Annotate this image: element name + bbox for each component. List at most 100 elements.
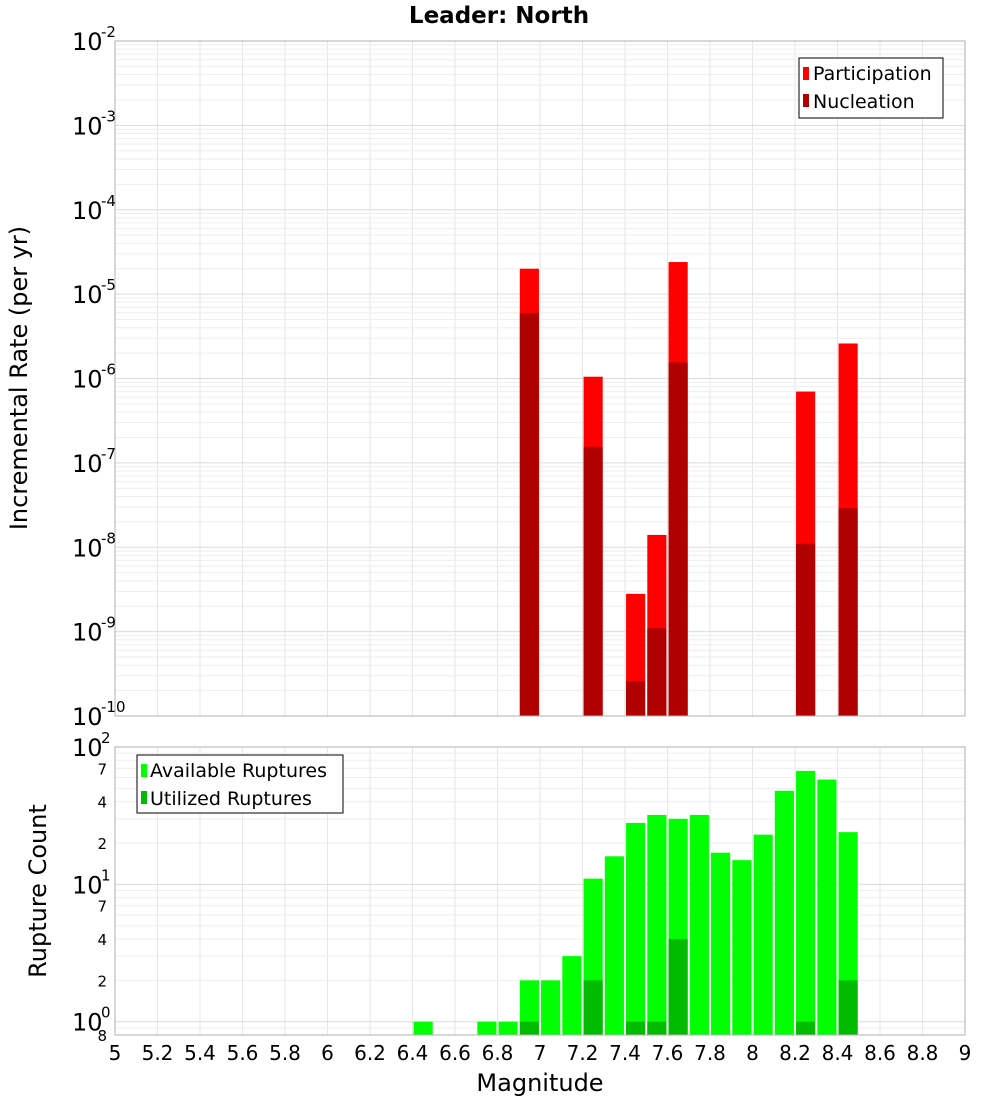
top-bars [519, 262, 858, 716]
nucleation-bar [519, 312, 539, 716]
available-ruptures-bar [562, 956, 582, 1035]
x-axis-title: Magnitude [476, 1069, 603, 1097]
utilized-ruptures-bar [668, 939, 688, 1035]
top-y-tick-label: 10 [72, 534, 103, 562]
bottom-y-minor-tick-label: 7 [97, 760, 107, 778]
top-y-tick-exponent: -2 [101, 23, 116, 41]
available-ruptures-bar [541, 980, 561, 1035]
nucleation-bar [626, 680, 646, 716]
x-tick-label: 7 [534, 1041, 547, 1065]
available-ruptures-bar [753, 834, 773, 1035]
x-tick-label: 8.2 [779, 1041, 811, 1065]
available-ruptures-bar [519, 980, 539, 1035]
bottom-legend-box [136, 754, 344, 814]
top-y-tick-exponent: -5 [101, 276, 116, 294]
bottom-y-tick-label: 10 [72, 734, 103, 762]
available-ruptures-legend-label: Available Ruptures [150, 760, 327, 782]
utilized-ruptures-bar [626, 1021, 646, 1035]
available-ruptures-bar [413, 1021, 433, 1035]
nucleation-legend-swatch [803, 94, 809, 107]
available-ruptures-bar [647, 814, 667, 1035]
bottom-y-minor-tick-label: 4 [97, 931, 107, 949]
available-ruptures-bar [774, 790, 794, 1035]
bottom-legend: Available Ruptures Utilized Ruptures [136, 754, 344, 814]
available-ruptures-bar [732, 860, 752, 1035]
bottom-y-tick-label: 10 [72, 871, 103, 899]
bottom-y-tick-exponent: 2 [101, 729, 111, 747]
top-y-tick-label: 10 [72, 366, 103, 394]
x-tick-label: 9 [959, 1041, 972, 1065]
x-tick-label: 6.4 [397, 1041, 429, 1065]
x-tick-label: 7.4 [609, 1041, 641, 1065]
nucleation-legend-label: Nucleation [813, 91, 915, 113]
bottom-y-minor-tick-label: 2 [97, 972, 107, 990]
bottom-y-minor-tick-label: 7 [97, 898, 107, 916]
x-tick-label: 5.6 [227, 1041, 259, 1065]
top-y-tick-label: 10 [72, 28, 103, 56]
top-y-tick-label: 10 [72, 197, 103, 225]
available-ruptures-bar [689, 814, 709, 1035]
x-tick-label: 7.6 [652, 1041, 684, 1065]
top-legend-box [798, 57, 944, 119]
utilized-ruptures-legend-label: Utilized Ruptures [150, 788, 312, 810]
top-y-tick-label: 10 [72, 619, 103, 647]
top-y-tick-exponent: -8 [101, 529, 116, 547]
nucleation-bar [583, 446, 603, 716]
bottom-y-tick-exponent: 0 [101, 1004, 111, 1022]
top-y-tick-exponent: -4 [101, 192, 116, 210]
nucleation-bar [668, 362, 688, 716]
x-tick-label: 6.2 [354, 1041, 386, 1065]
nucleation-bar [647, 628, 667, 716]
x-tick-labels: 5 5.2 5.4 5.6 5.8 6 6.2 6.4 6.6 6.8 7 7.2 7.4 7.6 7.8 8… [109, 1041, 972, 1065]
top-y-axis-title: Incremental Rate (per yr) [5, 226, 33, 530]
utilized-ruptures-bar [519, 1021, 539, 1035]
nucleation-bar [796, 543, 816, 716]
utilized-ruptures-bar [583, 980, 603, 1035]
participation-legend-swatch [803, 67, 809, 80]
available-ruptures-legend-swatch [141, 764, 147, 777]
top-legend: Participation Nucleation [798, 57, 944, 119]
top-y-tick-label: 10 [72, 281, 103, 309]
bottom-y-tick-exponent: 1 [101, 866, 111, 884]
top-y-tick-exponent: -9 [101, 614, 116, 632]
top-y-tick-exponent: -3 [101, 107, 116, 125]
nucleation-bar [838, 508, 858, 716]
available-ruptures-bar [604, 856, 624, 1035]
x-tick-label: 6.8 [482, 1041, 514, 1065]
top-y-tick-label: 10 [72, 112, 103, 140]
x-tick-label: 8.6 [864, 1041, 896, 1065]
x-tick-label: 7.8 [694, 1041, 726, 1065]
bottom-bars [413, 770, 858, 1035]
utilized-ruptures-bar [647, 1021, 667, 1035]
available-ruptures-bar [626, 822, 646, 1035]
top-plot-frame [114, 40, 966, 717]
available-ruptures-bar [796, 770, 816, 1035]
utilized-ruptures-legend-swatch [141, 791, 147, 804]
available-ruptures-bar [711, 852, 731, 1035]
top-y-tick-label: 10 [72, 450, 103, 478]
x-tick-label: 5.4 [184, 1041, 216, 1065]
bottom-y-minor-tick-label: 2 [97, 835, 107, 853]
utilized-ruptures-bar [838, 980, 858, 1035]
x-tick-label: 8 [746, 1041, 759, 1065]
chart-title: Leader: North [409, 3, 589, 29]
available-ruptures-bar [498, 1021, 518, 1035]
bottom-plot-frame [114, 746, 966, 1036]
x-tick-label: 8.8 [907, 1041, 939, 1065]
bottom-y-axis-title: Rupture Count [24, 804, 52, 978]
bottom-y-minor-tick-label: 8 [97, 1027, 107, 1045]
x-tick-label: 5.8 [269, 1041, 301, 1065]
top-y-tick-exponent: -10 [101, 698, 126, 716]
top-y-tick-label: 10 [72, 703, 103, 731]
bottom-y-tick-label: 10 [72, 1009, 103, 1037]
x-tick-label: 5 [109, 1041, 122, 1065]
bottom-y-minor-tick-label: 4 [97, 794, 107, 812]
available-ruptures-bar [477, 1021, 497, 1035]
x-tick-label: 5.2 [142, 1041, 174, 1065]
available-ruptures-bar [817, 779, 837, 1035]
x-tick-label: 6.6 [439, 1041, 471, 1065]
x-tick-label: 6 [321, 1041, 334, 1065]
top-grid [114, 40, 966, 717]
